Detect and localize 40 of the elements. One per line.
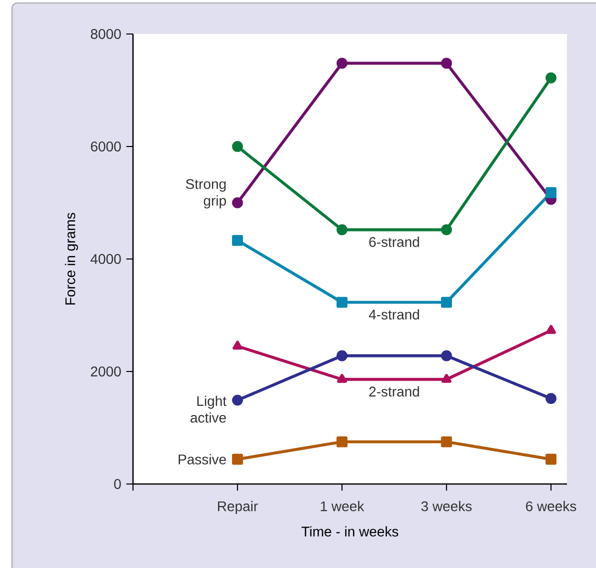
y-tick-label: 6000 [90,142,121,152]
point [232,234,243,246]
point [232,340,242,350]
series-label: Strong grip [186,179,226,208]
series-label: Passive [178,454,226,464]
x-tick-label: 3 weeks [421,500,472,512]
point [232,394,243,406]
point [336,436,348,448]
x-tick-label: Repair [218,500,258,514]
point [546,393,556,404]
y-tick-label: 2000 [90,366,121,376]
point [442,374,452,383]
point [441,224,452,236]
y-tick-label: 0 [114,479,121,489]
point [546,72,556,84]
point [441,58,452,69]
point [546,324,556,334]
point [441,296,452,308]
series-label: 2-strand [369,386,420,397]
point [546,187,556,198]
point [232,141,243,152]
point [336,350,348,362]
y-tick-label: 4000 [90,254,121,264]
series-label: 4-strand [368,309,420,320]
y-tick-label: 8000 [90,29,121,39]
point [337,374,347,383]
point [441,436,452,448]
point [546,454,556,465]
series-label: 6-strand [369,236,420,247]
y-axis-title: Force in grams [64,212,78,305]
series-label: Light active [190,396,226,423]
point [336,296,348,308]
x-tick-label: 1 week [320,500,364,512]
point [336,58,348,69]
point [336,224,348,236]
point [232,454,243,465]
x-axis-title: Time - in weeks [302,526,398,537]
point [441,350,452,362]
x-tick-label: 6 weeks [526,500,576,512]
point [232,197,243,208]
